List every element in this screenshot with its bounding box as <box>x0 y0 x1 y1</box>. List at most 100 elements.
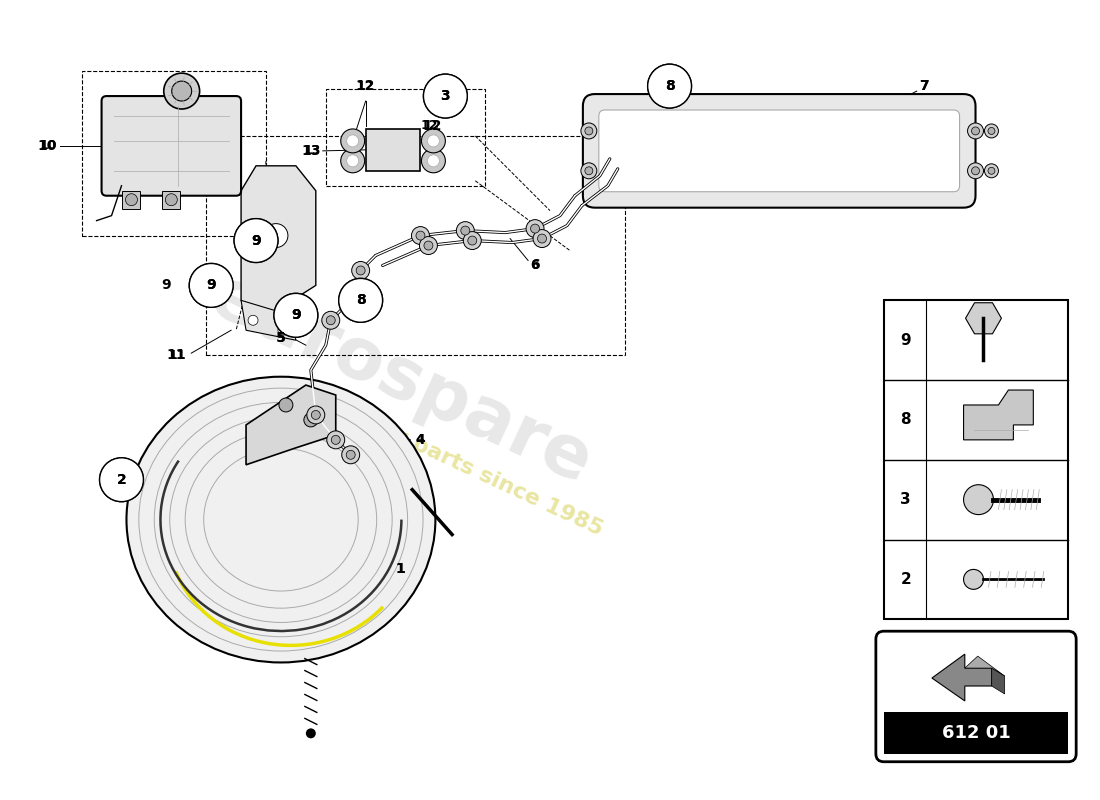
Circle shape <box>100 458 143 502</box>
Bar <box>883 712 1068 754</box>
Circle shape <box>352 262 370 279</box>
Circle shape <box>988 127 994 134</box>
Circle shape <box>339 278 383 322</box>
Circle shape <box>306 728 316 738</box>
Circle shape <box>100 458 143 502</box>
Circle shape <box>461 226 470 235</box>
Text: 10: 10 <box>37 139 57 153</box>
Text: 9: 9 <box>162 278 172 292</box>
Text: 3: 3 <box>441 89 450 103</box>
Circle shape <box>327 431 344 449</box>
Text: 2: 2 <box>117 473 126 486</box>
Polygon shape <box>246 385 336 465</box>
Circle shape <box>585 127 593 135</box>
FancyBboxPatch shape <box>101 96 241 196</box>
Text: 3: 3 <box>901 492 911 507</box>
Text: 5: 5 <box>277 332 286 345</box>
Circle shape <box>278 326 288 335</box>
Text: 12: 12 <box>422 119 442 133</box>
Circle shape <box>189 263 233 307</box>
Circle shape <box>984 164 999 178</box>
Circle shape <box>585 167 593 174</box>
Circle shape <box>311 410 320 419</box>
Circle shape <box>342 446 360 464</box>
Text: 9: 9 <box>292 308 300 322</box>
Circle shape <box>648 64 692 108</box>
Circle shape <box>421 149 446 173</box>
Circle shape <box>530 224 539 233</box>
Polygon shape <box>241 300 296 340</box>
Bar <box>81 71 266 235</box>
Circle shape <box>172 81 191 101</box>
Polygon shape <box>932 654 992 701</box>
Circle shape <box>341 149 364 173</box>
Text: 1: 1 <box>396 562 405 577</box>
Circle shape <box>534 230 551 247</box>
Circle shape <box>428 155 439 167</box>
Polygon shape <box>992 668 1004 694</box>
Text: 8: 8 <box>355 294 365 307</box>
Circle shape <box>274 294 318 338</box>
Circle shape <box>189 263 233 307</box>
Text: 5: 5 <box>276 331 286 346</box>
Circle shape <box>356 266 365 275</box>
Text: 9: 9 <box>251 234 261 247</box>
Bar <box>163 190 180 209</box>
Circle shape <box>526 220 544 238</box>
Circle shape <box>538 234 547 243</box>
Bar <box>122 190 141 209</box>
Text: 2: 2 <box>901 572 911 587</box>
Text: 9: 9 <box>901 333 911 348</box>
Ellipse shape <box>126 377 436 662</box>
Text: 7: 7 <box>918 79 928 93</box>
Text: 3: 3 <box>441 89 450 103</box>
Circle shape <box>971 167 979 174</box>
Bar <box>883 300 1068 619</box>
Text: 10: 10 <box>40 139 57 152</box>
Circle shape <box>581 163 597 178</box>
Text: 12: 12 <box>356 79 375 93</box>
Text: 612 01: 612 01 <box>942 724 1011 742</box>
Text: 13: 13 <box>301 144 321 158</box>
Text: 9: 9 <box>207 278 216 292</box>
Circle shape <box>331 435 340 444</box>
Circle shape <box>274 294 318 338</box>
Circle shape <box>264 224 288 247</box>
Text: 9: 9 <box>207 278 216 292</box>
Circle shape <box>463 231 481 250</box>
Text: 4: 4 <box>416 434 425 446</box>
FancyBboxPatch shape <box>583 94 976 208</box>
Circle shape <box>346 450 355 459</box>
Circle shape <box>424 74 468 118</box>
Circle shape <box>339 278 383 322</box>
Circle shape <box>424 241 433 250</box>
Text: 6: 6 <box>530 259 539 272</box>
Text: a part for parts since 1985: a part for parts since 1985 <box>295 380 606 540</box>
Circle shape <box>341 129 364 153</box>
Circle shape <box>234 218 278 262</box>
Circle shape <box>249 315 258 326</box>
Text: eurospare: eurospare <box>198 262 603 498</box>
Circle shape <box>456 222 474 239</box>
Text: 1: 1 <box>396 562 405 577</box>
Circle shape <box>164 73 199 109</box>
Circle shape <box>964 485 993 514</box>
Polygon shape <box>241 166 316 320</box>
Circle shape <box>421 129 446 153</box>
Circle shape <box>988 167 994 174</box>
Circle shape <box>165 194 177 206</box>
Circle shape <box>416 231 425 240</box>
Text: 9: 9 <box>251 234 261 247</box>
Text: 8: 8 <box>664 79 674 93</box>
Bar <box>365 129 420 170</box>
Circle shape <box>322 311 340 330</box>
Circle shape <box>428 135 439 147</box>
Text: 12: 12 <box>420 119 438 133</box>
Circle shape <box>234 218 278 262</box>
Circle shape <box>346 155 359 167</box>
Text: 11: 11 <box>167 348 186 362</box>
Text: 13: 13 <box>304 144 321 158</box>
Circle shape <box>648 64 692 108</box>
Circle shape <box>307 406 324 424</box>
Circle shape <box>327 316 336 325</box>
